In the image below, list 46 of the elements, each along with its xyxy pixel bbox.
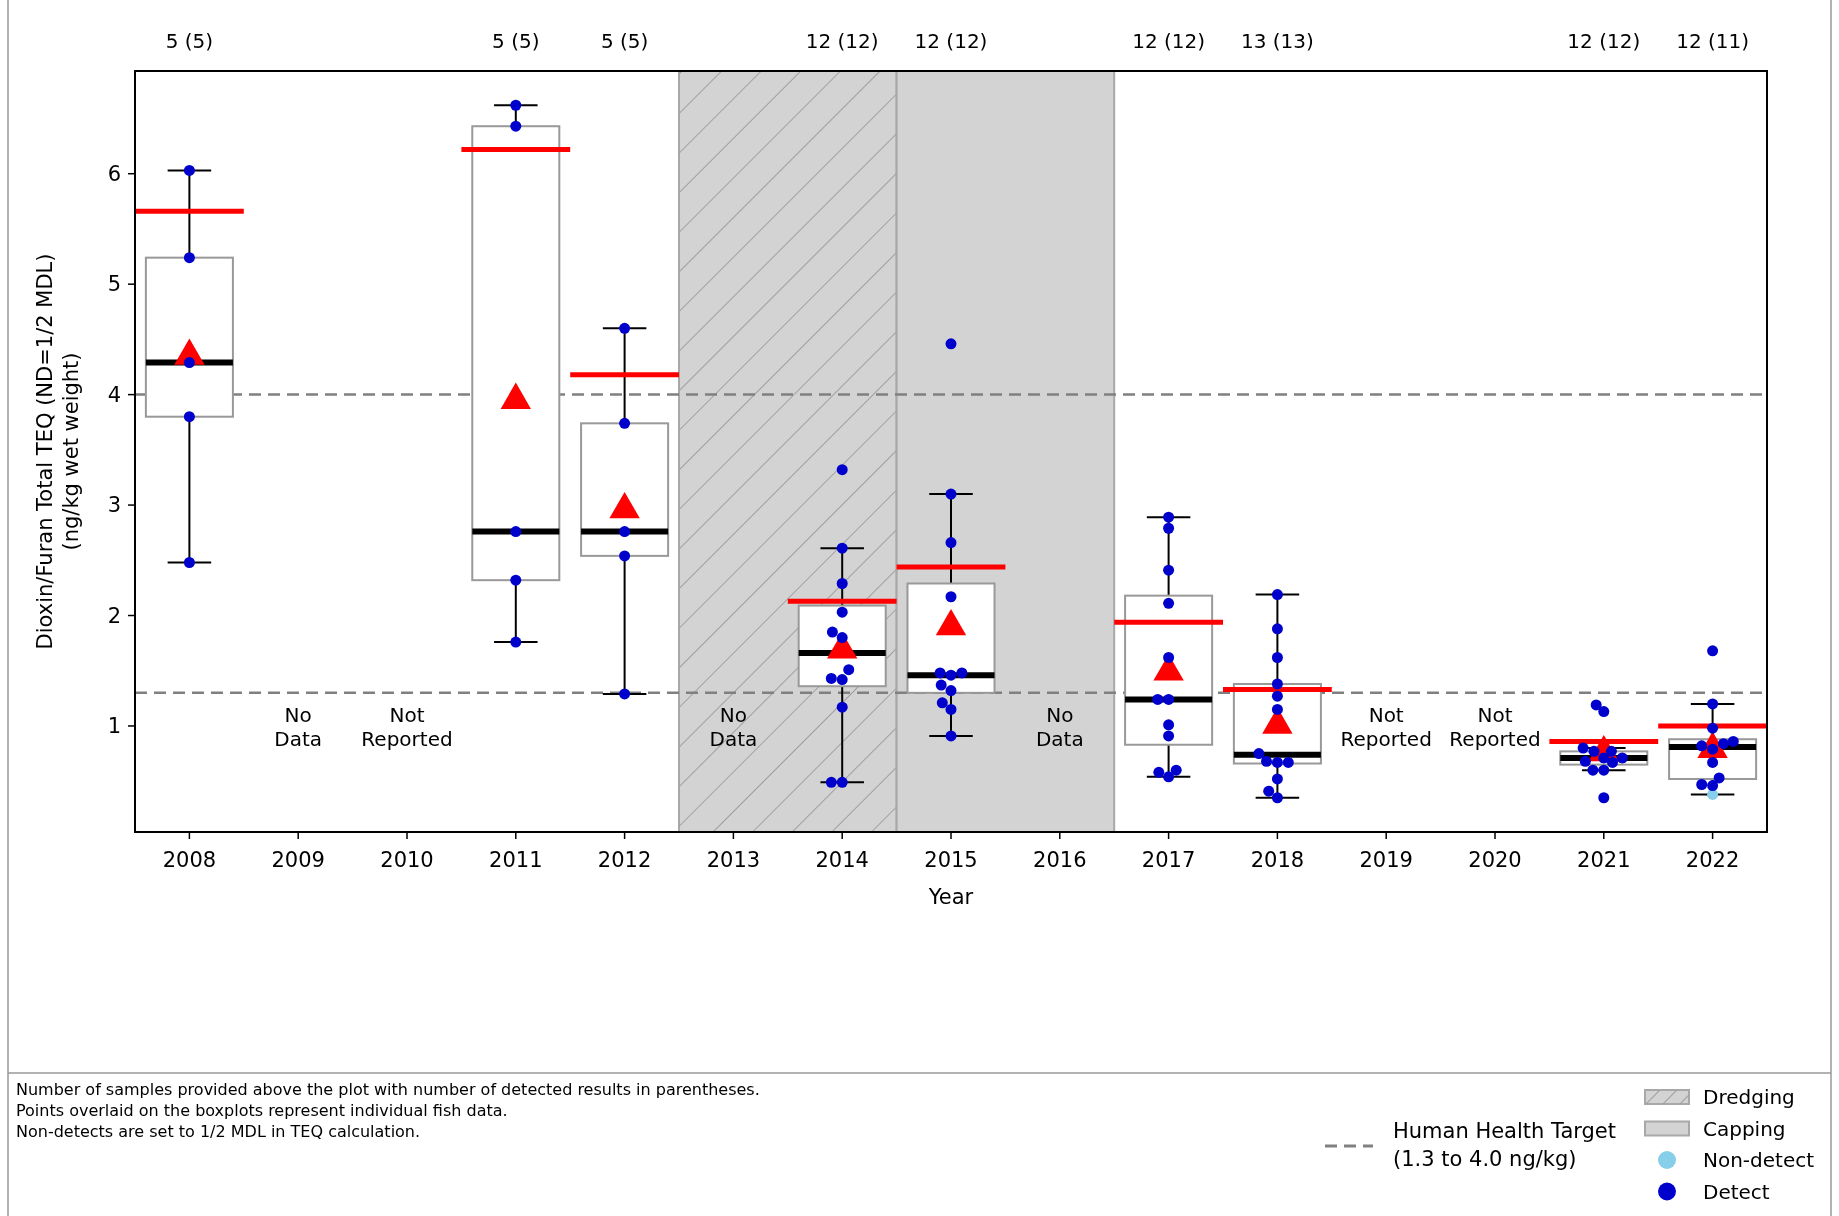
x-axis-title: Year bbox=[927, 885, 974, 909]
annotation: No Data bbox=[274, 703, 323, 751]
x-tick-label: 2015 bbox=[924, 848, 978, 872]
text: 12 (12) bbox=[914, 29, 988, 53]
y-tick-label: 4 bbox=[107, 382, 121, 407]
x-tick-label: 2012 bbox=[597, 848, 652, 872]
x-tick-label: 2022 bbox=[1685, 848, 1740, 872]
x-tick-label: 2013 bbox=[706, 848, 761, 872]
text: 5 (5) bbox=[492, 29, 540, 53]
x-tick-label: 2010 bbox=[380, 848, 434, 872]
text: Points overlaid on the boxplots represent individual fish data. bbox=[16, 1101, 508, 1120]
legend-label: Detect bbox=[1703, 1179, 1770, 1204]
y-tick-label: 6 bbox=[107, 161, 121, 186]
y-tick-label: 1 bbox=[107, 713, 121, 738]
y-tick-label: 2 bbox=[107, 603, 121, 628]
legend-label: Non-detect bbox=[1703, 1148, 1815, 1172]
x-tick-label: 2017 bbox=[1141, 848, 1196, 872]
annotation: Not Reported bbox=[1340, 703, 1432, 751]
x-tick-label: 2018 bbox=[1250, 848, 1305, 872]
legend-label: Dredging bbox=[1703, 1085, 1795, 1109]
legend-label: Human Health Target (1.3 to 4.0 ng/kg) bbox=[1393, 1119, 1617, 1171]
text: Non-detects are set to 1/2 MDL in TEQ calculation. bbox=[16, 1122, 421, 1141]
text: 12 (12) bbox=[805, 29, 879, 53]
x-tick-label: 2008 bbox=[162, 848, 217, 872]
text: Number of samples provided above the plot with number of detected results in parentheses. bbox=[16, 1080, 760, 1099]
x-tick-label: 2021 bbox=[1577, 848, 1631, 872]
y-tick-label: 3 bbox=[107, 493, 121, 518]
y-tick-label: 5 bbox=[107, 272, 121, 297]
annotation: Not Reported bbox=[1449, 703, 1541, 751]
x-tick-label: 2016 bbox=[1033, 848, 1087, 872]
text: 5 (5) bbox=[165, 29, 214, 53]
x-tick-label: 2014 bbox=[815, 848, 869, 872]
text: 13 (13) bbox=[1240, 29, 1314, 53]
x-tick-label: 2020 bbox=[1468, 848, 1522, 872]
text: 12 (12) bbox=[1132, 29, 1206, 53]
legend-label: Capping bbox=[1703, 1116, 1786, 1141]
x-tick-label: 2011 bbox=[489, 848, 543, 872]
x-tick-label: 2009 bbox=[271, 848, 325, 872]
text: 12 (11) bbox=[1676, 29, 1750, 53]
annotation: Not Reported bbox=[361, 703, 453, 751]
text: 5 (5) bbox=[600, 29, 649, 53]
annotation: No Data bbox=[709, 703, 758, 751]
annotation: No Data bbox=[1035, 703, 1084, 751]
text: 12 (12) bbox=[1567, 29, 1641, 53]
y-axis-title: Dioxin/Furan Total TEQ (ND=1/2 MDL) (ng/kg wet weight) bbox=[33, 253, 83, 650]
x-tick-label: 2019 bbox=[1359, 848, 1413, 872]
